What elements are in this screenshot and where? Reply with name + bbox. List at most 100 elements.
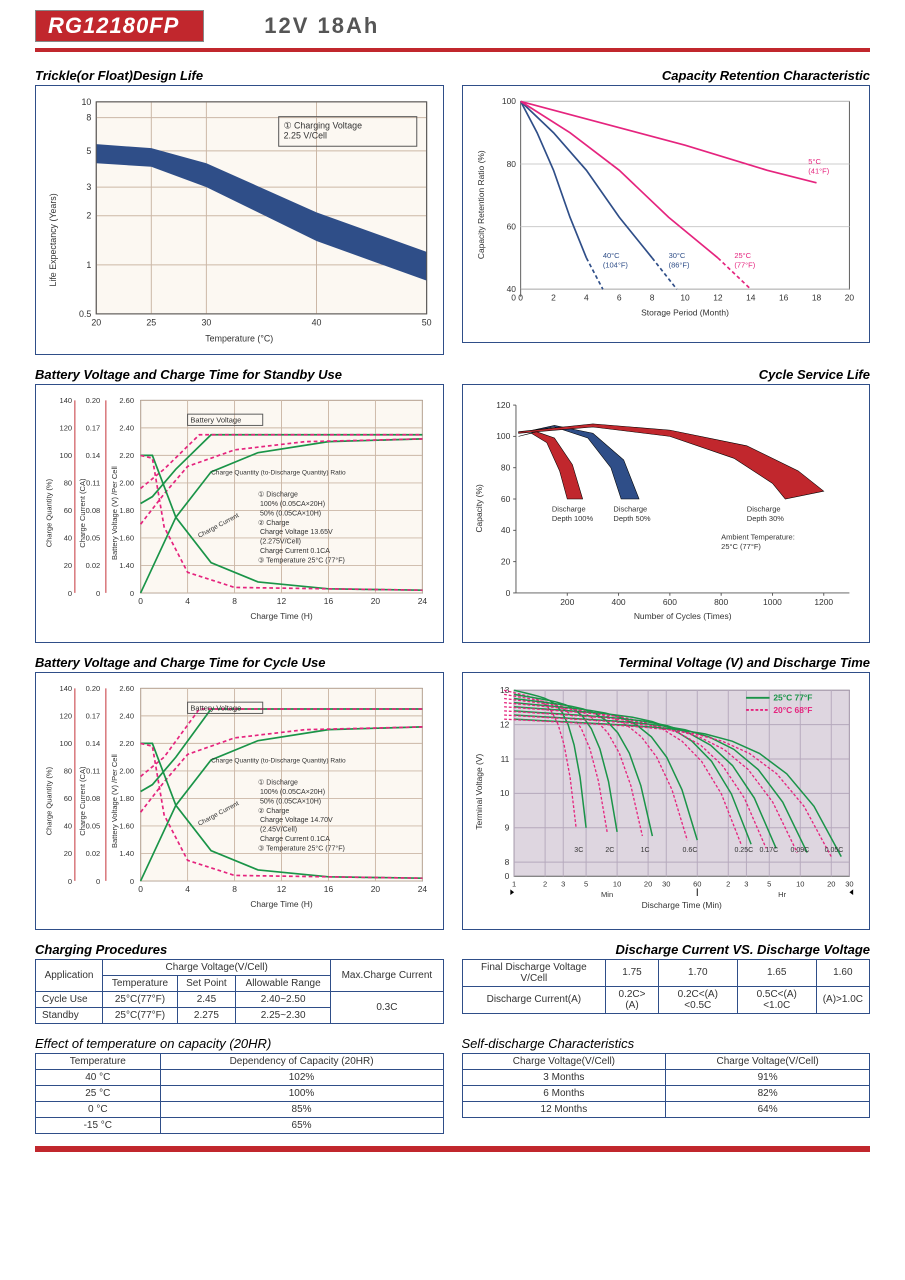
svg-text:0: 0 <box>505 588 510 598</box>
discharge-table: Final Discharge Voltage V/Cell 1.75 1.70… <box>462 959 871 1014</box>
svg-text:24: 24 <box>418 884 428 894</box>
svg-text:140: 140 <box>60 397 73 406</box>
svg-text:600: 600 <box>662 598 676 608</box>
svg-text:50: 50 <box>422 318 432 328</box>
svg-text:60: 60 <box>64 794 72 803</box>
svg-text:1.80: 1.80 <box>119 794 134 803</box>
svg-text:Charge Time (H): Charge Time (H) <box>250 612 313 622</box>
svg-text:120: 120 <box>60 711 73 720</box>
table-row: 100% <box>160 1085 443 1101</box>
svg-text:100: 100 <box>60 452 73 461</box>
svg-text:1.60: 1.60 <box>119 821 134 830</box>
svg-text:1200: 1200 <box>814 598 833 608</box>
svg-text:40: 40 <box>312 318 322 328</box>
th-cv: Charge Voltage(V/Cell) <box>103 959 331 975</box>
discharge-table-title: Discharge Current VS. Discharge Voltage <box>462 942 871 957</box>
table-row: 0.2C<(A)<0.5C <box>658 986 737 1013</box>
retention-chart: 02468101214161820406080100040°C(104°F)30… <box>462 85 871 343</box>
self-discharge-title: Self-discharge Characteristics <box>462 1036 871 1051</box>
svg-text:20: 20 <box>827 879 835 888</box>
svg-text:20: 20 <box>500 557 510 567</box>
svg-text:14: 14 <box>746 293 756 303</box>
svg-text:Temperature (°C): Temperature (°C) <box>205 334 273 344</box>
svg-text:800: 800 <box>714 598 728 608</box>
svg-text:Battery Voltage (V) /Per Cell: Battery Voltage (V) /Per Cell <box>110 466 119 560</box>
svg-text:Capacity (%): Capacity (%) <box>474 484 484 532</box>
svg-text:0: 0 <box>68 876 72 885</box>
table-row: -15 °C <box>36 1117 161 1133</box>
svg-text:2: 2 <box>726 879 730 888</box>
svg-text:0: 0 <box>138 884 143 894</box>
model-badge: RG12180FP <box>35 10 204 42</box>
svg-text:Battery Voltage: Battery Voltage <box>190 703 241 712</box>
svg-text:0: 0 <box>130 876 134 885</box>
svg-text:2C: 2C <box>605 846 614 853</box>
svg-text:0.25C: 0.25C <box>734 846 753 853</box>
svg-text:0.20: 0.20 <box>86 397 101 406</box>
svg-text:0: 0 <box>138 597 143 607</box>
th-max: Max.Charge Current <box>331 959 443 991</box>
table-row: 6 Months <box>462 1085 666 1101</box>
svg-text:1.40: 1.40 <box>119 849 134 858</box>
table-row: Cycle Use <box>36 991 103 1007</box>
svg-text:0: 0 <box>504 871 509 881</box>
svg-text:Capacity Retention Ratio (%): Capacity Retention Ratio (%) <box>476 150 486 259</box>
model-rating: 12V 18Ah <box>264 13 379 39</box>
svg-text:30: 30 <box>845 879 853 888</box>
svg-text:Battery Voltage (V) /Per Cell: Battery Voltage (V) /Per Cell <box>110 754 119 848</box>
svg-text:2.20: 2.20 <box>119 739 134 748</box>
svg-text:20: 20 <box>64 849 72 858</box>
svg-text:DischargeDepth 50%: DischargeDepth 50% <box>613 505 650 523</box>
svg-text:2: 2 <box>86 211 91 221</box>
svg-text:25°C 77°F: 25°C 77°F <box>773 692 812 702</box>
cycle-use-chart: 04812162024000200.021.40400.051.60600.08… <box>35 672 444 930</box>
th-t: Temperature <box>36 1053 161 1069</box>
table-row: 0.3C <box>331 991 443 1023</box>
svg-text:1.40: 1.40 <box>119 562 134 571</box>
svg-text:0.11: 0.11 <box>86 766 100 775</box>
svg-text:Charge Quantity (%): Charge Quantity (%) <box>44 479 53 548</box>
table-row: 64% <box>666 1101 870 1117</box>
svg-text:24: 24 <box>418 597 428 607</box>
svg-text:Life Expectancy (Years): Life Expectancy (Years) <box>48 193 58 286</box>
svg-text:1: 1 <box>512 879 516 888</box>
svg-text:0: 0 <box>68 589 72 598</box>
temp-effect-table: Temperature Dependency of Capacity (20HR… <box>35 1053 444 1134</box>
svg-text:12: 12 <box>277 597 287 607</box>
temp-effect-title: Effect of temperature on capacity (20HR) <box>35 1036 444 1051</box>
table-row: 25°C(77°F) <box>103 991 178 1007</box>
svg-text:80: 80 <box>506 159 516 169</box>
svg-text:100: 100 <box>496 432 510 442</box>
svg-text:8: 8 <box>232 884 237 894</box>
svg-text:2.00: 2.00 <box>119 479 134 488</box>
svg-text:80: 80 <box>64 766 72 775</box>
svg-text:30: 30 <box>662 879 670 888</box>
standby-chart: 04812162024000200.021.40400.051.60600.08… <box>35 384 444 642</box>
svg-text:30: 30 <box>201 318 211 328</box>
datasheet-page: RG12180FP 12V 18Ah Trickle(or Float)Desi… <box>0 0 905 1162</box>
svg-text:2.20: 2.20 <box>119 452 134 461</box>
svg-text:16: 16 <box>324 597 334 607</box>
th-b: Charge Voltage(V/Cell) <box>666 1053 870 1069</box>
svg-text:DischargeDepth 100%: DischargeDepth 100% <box>551 505 593 523</box>
svg-text:12: 12 <box>713 293 723 303</box>
svg-text:Battery Voltage: Battery Voltage <box>190 416 241 425</box>
discharge-title: Terminal Voltage (V) and Discharge Time <box>462 655 871 670</box>
discharge-chart: 89101112130123510203060235102030MinHr3C2… <box>462 672 871 930</box>
svg-text:16: 16 <box>324 884 334 894</box>
svg-text:40: 40 <box>500 526 510 536</box>
svg-text:1.60: 1.60 <box>119 534 134 543</box>
table-row: 85% <box>160 1101 443 1117</box>
trickle-chart: 20253040500.51235810① Charging Voltage2.… <box>35 85 444 355</box>
svg-text:3C: 3C <box>574 846 583 853</box>
svg-text:5: 5 <box>767 879 771 888</box>
svg-text:0.5: 0.5 <box>79 309 91 319</box>
svg-text:0.11: 0.11 <box>86 479 100 488</box>
svg-text:4: 4 <box>185 884 190 894</box>
table-row: 1.60 <box>816 959 869 986</box>
svg-text:Charge Time (H): Charge Time (H) <box>250 899 313 909</box>
svg-text:20: 20 <box>371 884 381 894</box>
table-row: 2.25~2.30 <box>235 1007 330 1023</box>
standby-title: Battery Voltage and Charge Time for Stan… <box>35 367 444 382</box>
table-row: 0.2C>(A) <box>606 986 659 1013</box>
